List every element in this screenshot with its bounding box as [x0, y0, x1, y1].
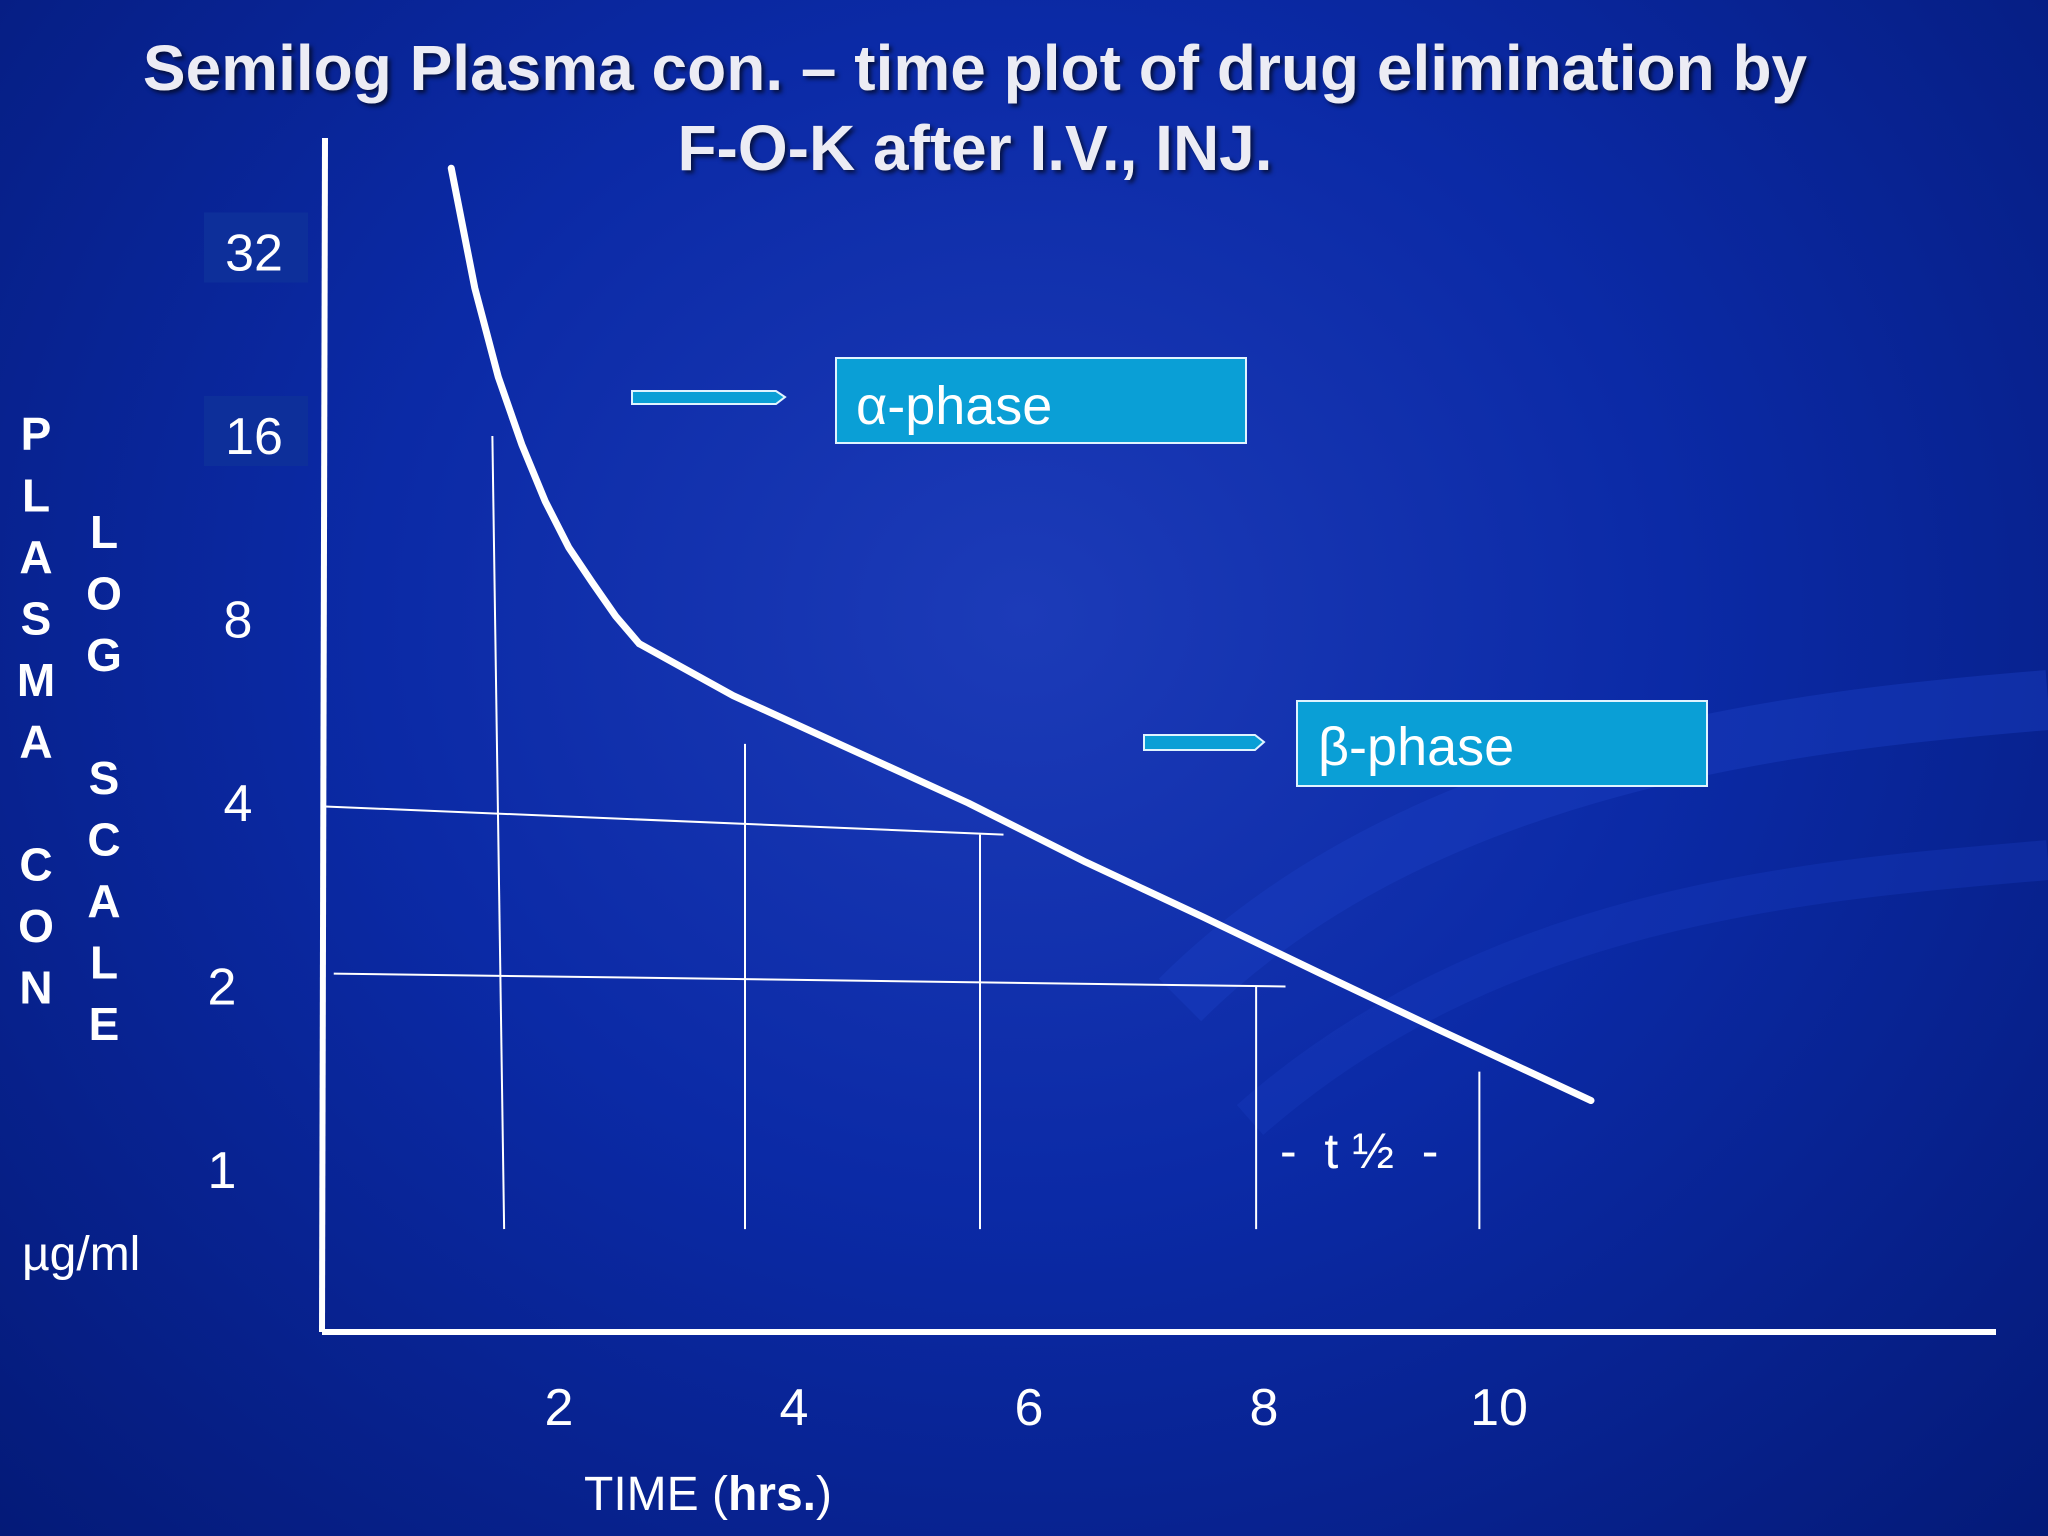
x-tick-label: 4: [780, 1379, 809, 1437]
beta-phase-label: β-phase: [1318, 717, 1514, 777]
y-axis-label-letter: O: [18, 900, 54, 952]
alpha-phase-label: α-phase: [856, 376, 1052, 436]
series-line: [447, 164, 643, 648]
y-tick-label: 1: [208, 1142, 237, 1200]
title-line-1: Semilog Plasma con. – time plot of drug …: [142, 32, 1808, 104]
x-tick-label: 6: [1015, 1379, 1044, 1437]
x-tick-label: 8: [1250, 1379, 1279, 1437]
y-tick-label: 2: [208, 959, 237, 1017]
y-axis-label-letter: S: [21, 593, 52, 645]
series-lines: [447, 164, 1595, 1105]
y-axis-label-letter: L: [90, 506, 118, 558]
x-tick-labels: 2 4 6 8 10: [545, 1379, 1528, 1437]
y-axis-label-letter: G: [86, 629, 122, 681]
x-tick-label: 2: [545, 1379, 574, 1437]
series-line: [635, 640, 1595, 1105]
y-axis-label-letter: P: [21, 408, 52, 460]
beta-phase-box: [1296, 700, 1708, 787]
y-axis: [319, 137, 328, 1333]
y-unit-label: µg/ml: [22, 1228, 140, 1281]
x-axis-title-bold: hrs.: [728, 1468, 816, 1521]
y-axis-label-letter: E: [89, 998, 120, 1050]
y-tick-boxes: [204, 212, 308, 466]
y-tick-box: [204, 396, 308, 466]
y-axis-label-letter: M: [17, 654, 55, 706]
x-axis-title-suffix: ): [816, 1468, 832, 1521]
y-axis-label-letter: O: [86, 568, 122, 620]
background-swoosh-2: [1236, 840, 2048, 1136]
beta-arrow: [1143, 734, 1266, 751]
y-axis-label-letter: A: [87, 875, 120, 927]
alpha-phase-box: [835, 357, 1247, 444]
y-tick-labels: 1 2 4 8 16 32: [208, 225, 283, 1201]
y-tick-label: 4: [224, 775, 253, 833]
guide-lines: [321, 435, 1481, 1230]
y-axis-label-letter: A: [19, 716, 52, 768]
y-tick-box: [204, 212, 308, 283]
y-tick-label: 16: [225, 408, 283, 466]
y-axis-label-letter: L: [90, 937, 118, 989]
half-life-label: - t ½ -: [1280, 1123, 1438, 1179]
guide-line: [491, 435, 506, 1230]
y-axis-label-letter: C: [87, 814, 120, 866]
y-axis-label-letter: S: [89, 752, 120, 804]
x-axis-title: TIME (hrs.): [584, 1468, 832, 1521]
y-tick-label: 8: [224, 592, 253, 650]
slide-title: Semilog Plasma con. – time plot of drug …: [40, 28, 1910, 188]
y-axis-label-letter: A: [19, 531, 52, 583]
guide-line: [333, 972, 1286, 988]
y-tick-label: 32: [225, 225, 283, 283]
y-axis-label-letter: L: [22, 470, 50, 522]
x-axis-title-prefix: TIME (: [584, 1468, 728, 1521]
x-tick-label: 10: [1470, 1379, 1528, 1437]
title-line-2: F-O-K after I.V., INJ.: [677, 112, 1273, 184]
alpha-arrow: [631, 390, 787, 405]
guide-line: [321, 805, 1004, 836]
y-axis-label-letter: N: [19, 962, 52, 1014]
y-axis-label-letter: C: [19, 839, 52, 891]
